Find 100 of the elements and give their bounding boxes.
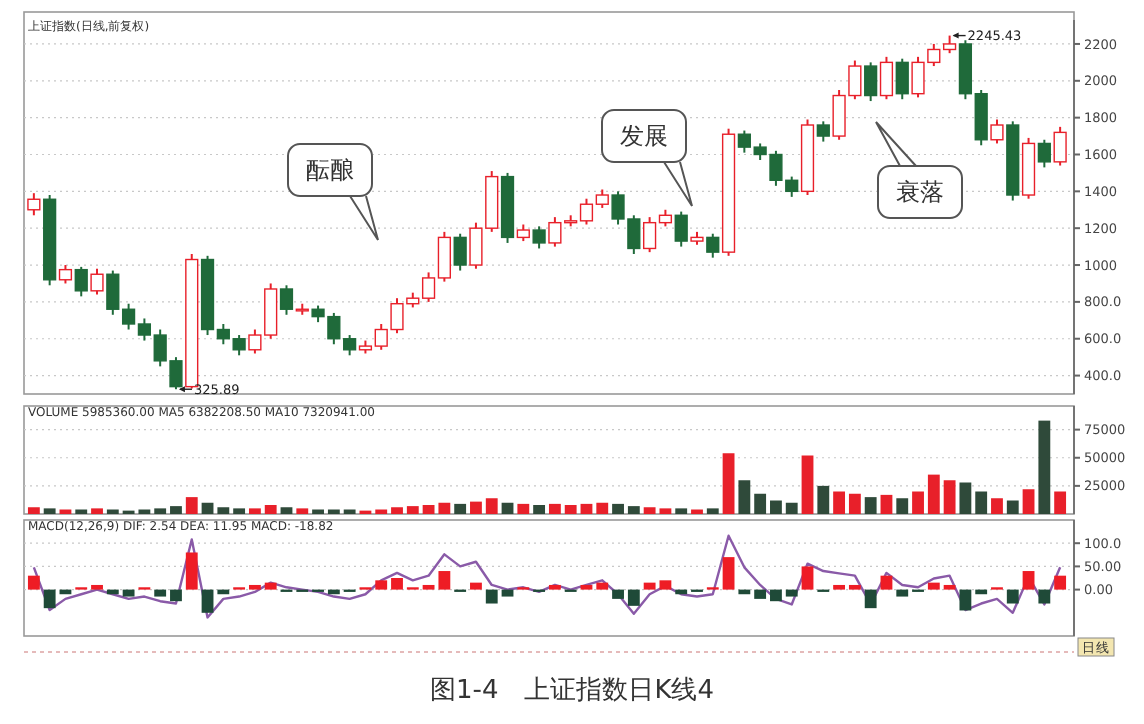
- bar: [1006, 500, 1019, 514]
- candlestick: [453, 232, 467, 272]
- bar: [817, 485, 830, 514]
- bar: [27, 507, 40, 514]
- bar: [848, 584, 861, 590]
- line-series: [32, 534, 1062, 619]
- bar: [1038, 589, 1051, 604]
- bar: [722, 453, 735, 514]
- candlestick: [879, 55, 894, 101]
- bar: [470, 582, 482, 590]
- bar: [1054, 491, 1067, 514]
- candlestick: [90, 267, 104, 296]
- bar: [280, 507, 293, 514]
- bar: [217, 507, 230, 514]
- bar: [612, 503, 624, 514]
- bar: [1022, 571, 1035, 590]
- caption: 图1-4 上证指数日K线4: [429, 676, 715, 706]
- bar: [864, 589, 877, 609]
- bar: [770, 500, 782, 514]
- bar: [264, 582, 277, 590]
- bar: [833, 584, 846, 590]
- bar: [801, 455, 814, 514]
- candlestick: [706, 232, 720, 259]
- bar: [501, 502, 514, 514]
- bar: [580, 584, 593, 590]
- bar: [675, 508, 688, 514]
- bar: [470, 501, 482, 514]
- candlestick: [990, 118, 1004, 145]
- candlestick: [532, 225, 546, 250]
- bar: [122, 589, 135, 597]
- bar: [185, 497, 198, 514]
- bar: [943, 584, 956, 590]
- candlestick: [895, 57, 909, 101]
- bar: [627, 589, 640, 606]
- bar: [296, 508, 309, 514]
- bar: [548, 584, 561, 590]
- bar: [154, 508, 167, 514]
- bar: [927, 582, 940, 590]
- bar: [706, 508, 719, 514]
- candlestick: [27, 192, 41, 217]
- bar: [454, 503, 467, 514]
- annotation: 发展: [620, 122, 668, 151]
- bar: [264, 505, 277, 514]
- annotation: 酝酿: [306, 156, 354, 185]
- candlestick: [279, 284, 294, 316]
- bar: [91, 508, 103, 514]
- bar: [27, 575, 40, 590]
- bar: [375, 580, 388, 590]
- bar: [770, 589, 782, 602]
- bar: [927, 474, 940, 514]
- bar: [864, 497, 877, 514]
- bar: [564, 505, 577, 514]
- bar: [201, 502, 214, 514]
- bar: [406, 506, 419, 514]
- bar: [170, 589, 182, 602]
- bar: [848, 493, 861, 514]
- bar: [391, 507, 403, 514]
- bar: [975, 491, 988, 514]
- bar: [722, 557, 735, 590]
- bar: [43, 589, 56, 609]
- bar: [201, 589, 214, 613]
- bar: [43, 508, 56, 514]
- bar: [1022, 489, 1035, 514]
- bar: [248, 584, 261, 590]
- bar: [612, 589, 624, 599]
- bar: [754, 493, 767, 514]
- bar: [738, 480, 751, 514]
- bar: [754, 589, 767, 599]
- bar: [501, 589, 514, 597]
- candlestick: [58, 264, 73, 285]
- bar: [943, 480, 956, 514]
- candlestick: [1053, 125, 1067, 167]
- bar: [185, 552, 198, 590]
- bar: [248, 508, 261, 514]
- bar: [154, 589, 167, 597]
- bar: [959, 482, 972, 514]
- candlestick: [1037, 138, 1051, 169]
- bar: [1038, 420, 1051, 514]
- candlestick: [674, 210, 688, 248]
- bar: [785, 589, 798, 597]
- bar: [485, 589, 498, 604]
- annotation: 衰落: [896, 178, 944, 207]
- candlestick: [74, 265, 88, 298]
- bar: [517, 503, 530, 514]
- bar: [959, 589, 972, 611]
- bar: [170, 506, 182, 514]
- bar: [596, 582, 609, 590]
- bar: [991, 498, 1003, 514]
- bar: [233, 508, 246, 514]
- bar: [912, 491, 924, 514]
- bar: [485, 498, 498, 514]
- bar: [801, 566, 814, 590]
- bar: [880, 494, 893, 514]
- bar: [896, 498, 909, 514]
- bar: [1054, 575, 1067, 590]
- candlestick: [864, 61, 878, 103]
- bar: [596, 502, 609, 514]
- bar: [833, 491, 846, 514]
- bar: [580, 503, 593, 514]
- bar: [533, 505, 546, 514]
